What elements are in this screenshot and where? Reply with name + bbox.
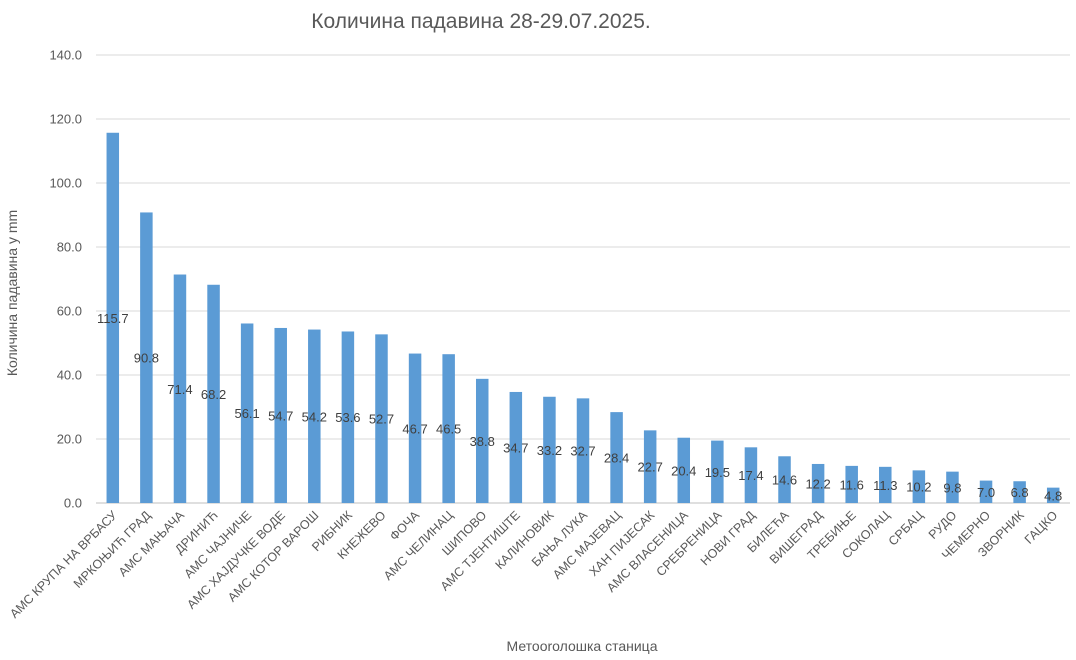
bar (811, 463, 825, 503)
category-label: ГАЦКО (1022, 508, 1061, 547)
data-label: 54.7 (268, 408, 293, 423)
data-label: 6.8 (1011, 485, 1029, 500)
bar (879, 466, 892, 503)
bar (475, 378, 489, 503)
data-label: 14.6 (772, 473, 797, 488)
chart-title: Количина падавина 28-29.07.2025. (311, 10, 651, 33)
data-label: 90.8 (134, 351, 159, 366)
y-tick-label: 100.0 (49, 176, 82, 191)
bar (509, 391, 523, 503)
data-label: 7.0 (977, 485, 995, 500)
bar (173, 274, 187, 503)
bar (1046, 487, 1060, 503)
bar (778, 456, 791, 503)
bar (711, 440, 724, 503)
bar (106, 132, 120, 503)
data-label: 53.6 (335, 410, 360, 425)
bar (140, 212, 153, 503)
bar (946, 471, 959, 503)
data-label: 68.2 (201, 387, 226, 402)
category-label: СРБАЦ (886, 508, 927, 549)
bar (979, 480, 993, 503)
data-label: 32.7 (570, 444, 595, 459)
data-label: 4.8 (1044, 488, 1062, 503)
data-label: 11.3 (873, 478, 897, 493)
data-label: 12.2 (805, 476, 830, 491)
bar (207, 284, 220, 503)
y-tick-label: 40.0 (57, 368, 82, 383)
data-label: 34.7 (503, 440, 528, 455)
y-tick-label: 80.0 (57, 240, 82, 255)
data-label: 11.6 (840, 477, 864, 492)
bar (912, 470, 926, 503)
bar (375, 334, 388, 503)
bar (1013, 481, 1026, 503)
data-label: 54.2 (302, 409, 327, 424)
data-label: 38.8 (470, 434, 495, 449)
bar (643, 430, 657, 503)
data-label: 33.2 (537, 443, 562, 458)
data-label: 46.5 (436, 422, 461, 437)
x-axis-title: Метоorолошка станица (506, 638, 658, 654)
bar (845, 465, 858, 503)
bar (442, 354, 455, 503)
data-label: 10.2 (906, 480, 931, 495)
y-tick-label: 60.0 (57, 304, 82, 319)
bar (744, 447, 758, 503)
data-label: 52.7 (369, 412, 394, 427)
bar (677, 437, 691, 503)
bar (543, 396, 556, 503)
data-label: 71.4 (167, 382, 192, 397)
data-label: 17.4 (738, 468, 763, 483)
bar (610, 412, 623, 503)
bar (274, 327, 287, 503)
data-label: 20.4 (671, 463, 696, 478)
y-tick-label: 140.0 (49, 48, 82, 63)
bar (576, 398, 590, 503)
data-label: 115.7 (97, 311, 129, 326)
bar (308, 329, 321, 503)
y-tick-label: 0.0 (64, 496, 82, 511)
bar (408, 353, 422, 503)
data-label: 19.5 (705, 465, 730, 480)
data-label: 9.8 (943, 480, 961, 495)
y-tick-label: 120.0 (49, 112, 82, 127)
y-tick-label: 20.0 (57, 432, 82, 447)
bar (240, 323, 254, 503)
data-label: 56.1 (234, 406, 259, 421)
bar (341, 331, 355, 503)
data-label: 22.7 (638, 460, 663, 475)
data-label: 46.7 (402, 421, 427, 436)
data-label: 28.4 (604, 451, 629, 466)
